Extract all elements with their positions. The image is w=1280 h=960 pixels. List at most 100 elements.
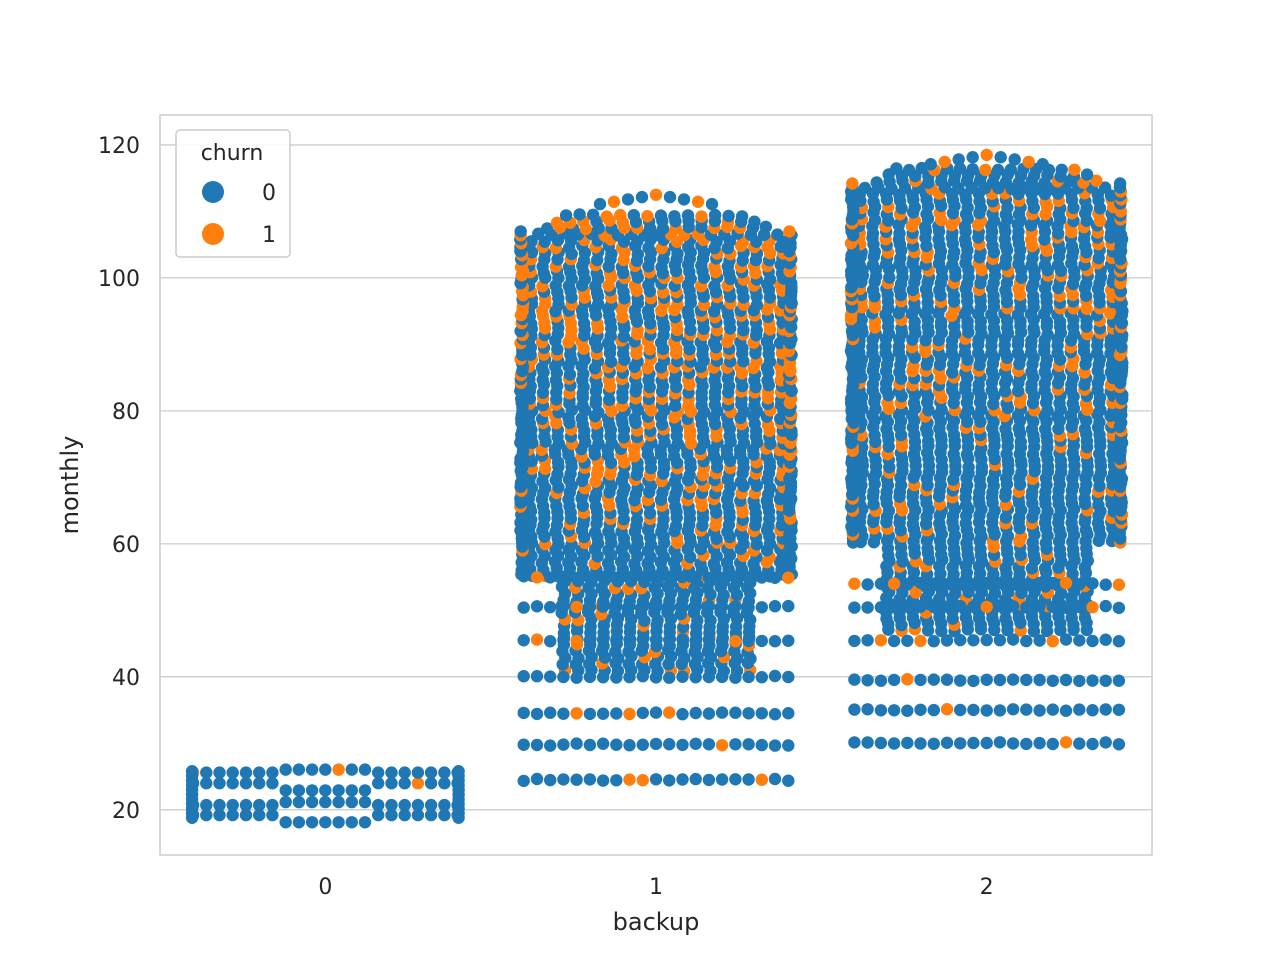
legend-title: churn	[201, 141, 264, 166]
data-point	[226, 777, 239, 790]
data-point	[940, 578, 954, 591]
data-point	[940, 703, 954, 716]
data-point	[782, 634, 795, 647]
data-point	[1033, 576, 1046, 590]
data-point	[424, 798, 438, 812]
data-point	[623, 633, 636, 646]
data-point	[729, 738, 742, 751]
data-point	[1004, 163, 1017, 176]
data-point	[596, 774, 610, 787]
data-point	[623, 739, 636, 752]
data-point	[411, 766, 425, 779]
data-point	[239, 777, 253, 790]
data-point	[1099, 703, 1112, 716]
data-point	[689, 634, 702, 648]
data-point	[319, 763, 332, 776]
data-point	[967, 736, 980, 750]
data-point	[398, 777, 411, 790]
data-point	[782, 774, 795, 787]
data-point	[517, 706, 530, 720]
data-point	[1073, 600, 1086, 613]
data-point	[649, 600, 663, 614]
data-point	[755, 634, 768, 648]
data-point	[742, 670, 755, 684]
data-point	[596, 600, 610, 613]
data-point	[689, 600, 702, 613]
legend-label: 1	[262, 223, 276, 248]
data-point	[689, 737, 702, 750]
data-point	[1086, 674, 1099, 687]
data-point	[663, 774, 676, 787]
data-point	[1006, 600, 1020, 613]
data-point	[649, 188, 663, 201]
y-axis-label: monthly	[56, 436, 84, 535]
data-point	[200, 777, 213, 790]
data-point	[954, 737, 967, 750]
data-point	[980, 577, 993, 590]
data-point	[517, 738, 530, 751]
data-point	[742, 738, 755, 751]
x-tick-label: 2	[980, 875, 994, 900]
data-point	[1046, 635, 1060, 648]
legend-label: 0	[262, 181, 276, 206]
data-point	[967, 600, 980, 613]
data-point	[755, 773, 768, 786]
data-point	[319, 816, 332, 829]
data-point	[332, 763, 345, 776]
data-point	[603, 393, 616, 406]
data-point	[708, 208, 722, 222]
data-point	[636, 633, 649, 646]
data-point	[1090, 174, 1103, 187]
data-point	[887, 577, 901, 590]
data-point	[1099, 736, 1112, 749]
data-point	[1046, 674, 1060, 687]
data-point	[952, 153, 965, 166]
data-point	[332, 784, 345, 797]
data-point	[901, 673, 914, 686]
data-point	[768, 708, 782, 721]
data-point	[623, 670, 636, 684]
data-point	[691, 195, 705, 208]
data-point	[768, 669, 782, 683]
data-point	[1073, 578, 1086, 591]
data-point	[1020, 578, 1033, 591]
data-point	[345, 784, 358, 797]
data-point	[902, 163, 916, 177]
data-point	[385, 798, 398, 812]
data-point	[1068, 163, 1081, 176]
data-point	[914, 576, 927, 589]
data-point	[689, 772, 702, 786]
y-tick-label: 20	[112, 799, 140, 824]
data-point	[200, 808, 213, 822]
data-point	[438, 798, 451, 812]
data-point	[1112, 635, 1126, 648]
data-point	[438, 808, 451, 822]
data-point	[927, 635, 940, 648]
data-point	[755, 707, 768, 720]
data-point	[649, 633, 663, 646]
data-point	[681, 209, 695, 222]
data-point	[621, 193, 635, 206]
data-point	[954, 599, 967, 613]
data-point	[266, 808, 279, 822]
data-point	[530, 707, 544, 721]
data-point	[1112, 703, 1126, 716]
data-point	[768, 600, 782, 613]
data-point	[695, 210, 708, 223]
y-tick-label: 40	[112, 666, 140, 691]
data-point	[676, 570, 689, 584]
data-point	[938, 155, 951, 169]
data-point	[544, 635, 557, 648]
data-point	[782, 599, 795, 613]
data-point	[266, 766, 279, 779]
data-point	[411, 798, 425, 812]
data-point	[583, 600, 597, 614]
data-point	[438, 766, 451, 779]
data-point	[755, 738, 768, 752]
data-point	[614, 208, 627, 222]
legend-marker	[202, 223, 224, 245]
data-point	[385, 766, 398, 779]
legend-box	[175, 129, 291, 258]
x-tick-label: 0	[318, 875, 332, 900]
data-point	[213, 766, 226, 779]
